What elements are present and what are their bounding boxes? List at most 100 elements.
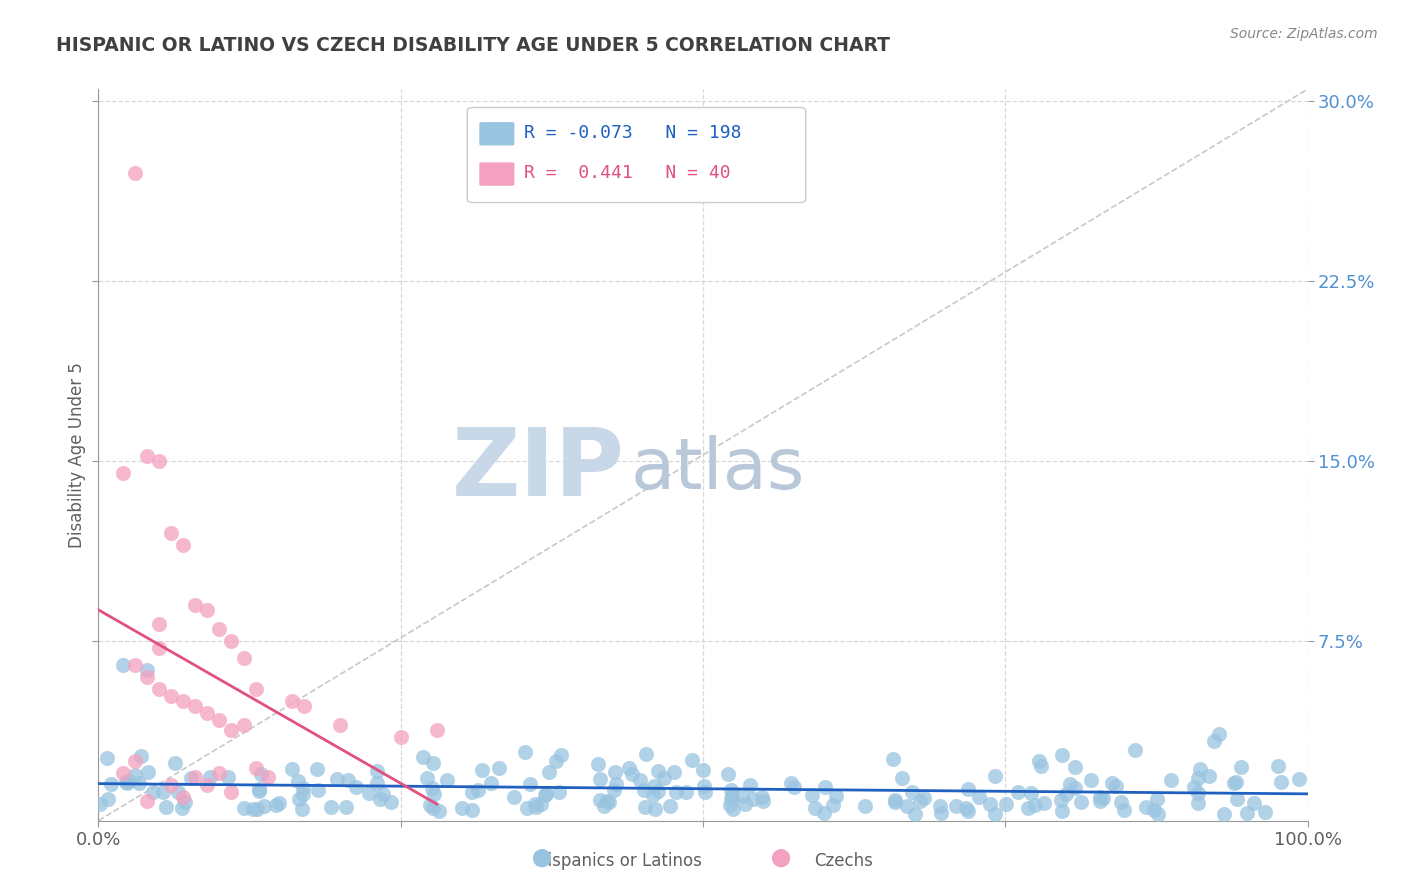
Point: [1064, 781, 1087, 796]
Point: [232, 717, 254, 731]
Point: [291, 781, 314, 796]
Point: [1050, 747, 1073, 762]
Point: [641, 788, 664, 802]
Point: [912, 791, 935, 805]
Point: [89, 797, 111, 811]
Point: [720, 783, 742, 797]
Point: [335, 800, 357, 814]
Point: [589, 772, 612, 786]
Point: [221, 785, 243, 799]
Point: [135, 449, 157, 463]
Point: [721, 789, 744, 804]
Point: [718, 798, 741, 813]
Point: [141, 785, 163, 799]
Point: [662, 765, 685, 780]
Point: [782, 780, 804, 794]
Point: [422, 801, 444, 815]
Point: [245, 681, 267, 696]
Point: [292, 698, 315, 713]
Point: [628, 772, 651, 787]
Point: [246, 802, 269, 816]
Point: [813, 780, 835, 794]
Point: [135, 794, 157, 808]
Text: Hispanics or Latinos: Hispanics or Latinos: [536, 852, 702, 870]
Point: [634, 747, 657, 761]
Point: [1230, 760, 1253, 774]
Point: [172, 538, 194, 552]
Point: [1024, 798, 1046, 813]
Point: [516, 801, 538, 815]
Point: [461, 785, 484, 799]
Point: [155, 800, 177, 814]
Point: [269, 796, 291, 810]
Point: [695, 785, 717, 799]
Text: ⬤: ⬤: [531, 848, 551, 867]
Point: [128, 776, 150, 790]
Point: [1105, 779, 1128, 793]
Point: [595, 795, 617, 809]
Point: [598, 795, 620, 809]
Point: [117, 775, 139, 789]
Point: [530, 797, 553, 812]
Point: [135, 670, 157, 684]
Point: [359, 786, 381, 800]
Point: [1064, 760, 1087, 774]
Text: atlas: atlas: [630, 435, 804, 504]
Point: [250, 767, 273, 781]
Point: [693, 779, 716, 793]
Point: [195, 778, 218, 792]
Point: [371, 787, 394, 801]
Point: [738, 778, 761, 792]
Point: [208, 765, 231, 780]
Point: [461, 803, 484, 817]
Point: [692, 763, 714, 777]
Point: [380, 795, 402, 809]
Point: [967, 789, 990, 804]
Point: [1267, 759, 1289, 773]
Point: [523, 797, 546, 812]
Point: [184, 771, 207, 785]
Point: [1054, 788, 1077, 802]
FancyBboxPatch shape: [467, 108, 806, 202]
Point: [593, 798, 616, 813]
Point: [742, 791, 765, 805]
Point: [160, 689, 183, 703]
Point: [124, 754, 146, 768]
Point: [1050, 793, 1073, 807]
Point: [658, 799, 681, 814]
Point: [984, 806, 1007, 821]
Point: [647, 764, 669, 778]
Point: [329, 717, 352, 731]
Point: [221, 633, 243, 648]
Point: [544, 754, 567, 768]
Point: [720, 792, 742, 806]
Point: [1288, 772, 1310, 786]
Point: [195, 706, 218, 720]
Point: [436, 773, 458, 788]
Point: [813, 806, 835, 821]
Point: [994, 797, 1017, 811]
Point: [1059, 777, 1081, 791]
Point: [1007, 785, 1029, 799]
Point: [124, 768, 146, 782]
Point: [160, 525, 183, 540]
Text: R = -0.073   N = 198: R = -0.073 N = 198: [524, 124, 741, 142]
Point: [184, 598, 207, 612]
Point: [111, 765, 134, 780]
Point: [305, 762, 328, 776]
Point: [195, 602, 218, 616]
Point: [634, 800, 657, 814]
Point: [100, 777, 122, 791]
Point: [467, 782, 489, 797]
Point: [731, 789, 754, 804]
Point: [368, 791, 391, 805]
Point: [1184, 780, 1206, 795]
Point: [307, 783, 329, 797]
Point: [957, 782, 980, 797]
Point: [884, 793, 907, 807]
Point: [419, 797, 441, 812]
Point: [1123, 743, 1146, 757]
Point: [548, 785, 571, 799]
Point: [1187, 772, 1209, 786]
Text: Source: ZipAtlas.com: Source: ZipAtlas.com: [1230, 27, 1378, 41]
